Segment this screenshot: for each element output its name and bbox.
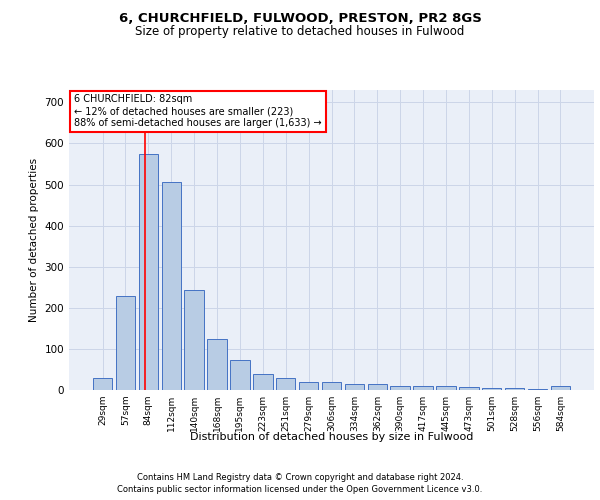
Bar: [116, 296, 135, 390]
Bar: [482, 388, 502, 390]
Bar: [253, 374, 272, 390]
Bar: [436, 386, 455, 390]
Bar: [551, 386, 570, 390]
Bar: [322, 382, 341, 390]
Text: Distribution of detached houses by size in Fulwood: Distribution of detached houses by size …: [190, 432, 473, 442]
Bar: [528, 389, 547, 390]
Bar: [230, 360, 250, 390]
Bar: [391, 386, 410, 390]
Bar: [344, 384, 364, 390]
Bar: [459, 386, 479, 390]
Text: 6, CHURCHFIELD, FULWOOD, PRESTON, PR2 8GS: 6, CHURCHFIELD, FULWOOD, PRESTON, PR2 8G…: [119, 12, 481, 26]
Bar: [276, 378, 295, 390]
Text: Contains public sector information licensed under the Open Government Licence v3: Contains public sector information licen…: [118, 485, 482, 494]
Text: Size of property relative to detached houses in Fulwood: Size of property relative to detached ho…: [136, 25, 464, 38]
Text: Contains HM Land Registry data © Crown copyright and database right 2024.: Contains HM Land Registry data © Crown c…: [137, 472, 463, 482]
Bar: [505, 388, 524, 390]
Bar: [184, 290, 204, 390]
Bar: [139, 154, 158, 390]
Bar: [413, 386, 433, 390]
Bar: [368, 384, 387, 390]
Y-axis label: Number of detached properties: Number of detached properties: [29, 158, 39, 322]
Text: 6 CHURCHFIELD: 82sqm
← 12% of detached houses are smaller (223)
88% of semi-deta: 6 CHURCHFIELD: 82sqm ← 12% of detached h…: [74, 94, 322, 128]
Bar: [161, 182, 181, 390]
Bar: [208, 338, 227, 390]
Bar: [299, 382, 319, 390]
Bar: [93, 378, 112, 390]
